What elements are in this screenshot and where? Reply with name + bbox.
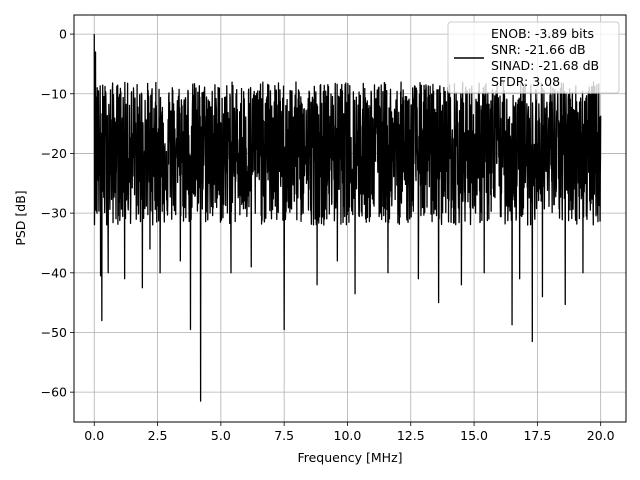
y-tick-label: −60 bbox=[41, 385, 67, 400]
legend: ENOB: -3.89 bits SNR: -21.66 dB SINAD: -… bbox=[447, 21, 620, 94]
y-tick-label: −10 bbox=[41, 86, 67, 101]
legend-snr: SNR: -21.66 dB bbox=[491, 42, 586, 57]
x-tick-label: 0.0 bbox=[84, 428, 104, 443]
y-ticks: 0 −10 −20 −30 −40 −50 −60 bbox=[41, 27, 74, 400]
legend-enob: ENOB: -3.89 bits bbox=[491, 26, 594, 41]
legend-sinad: SINAD: -21.68 dB bbox=[491, 58, 599, 73]
x-tick-label: 12.5 bbox=[397, 428, 425, 443]
x-axis-label: Frequency [MHz] bbox=[297, 450, 402, 465]
x-tick-label: 15.0 bbox=[460, 428, 488, 443]
x-tick-label: 17.5 bbox=[523, 428, 551, 443]
y-tick-label: −30 bbox=[41, 206, 67, 221]
y-tick-label: −20 bbox=[41, 146, 67, 161]
x-ticks: 0.0 2.5 5.0 7.5 10.0 12.5 15.0 17.5 20.0 bbox=[84, 422, 615, 443]
y-tick-label: −40 bbox=[41, 265, 67, 280]
legend-box bbox=[447, 21, 620, 94]
y-tick-label: 0 bbox=[59, 27, 67, 42]
x-tick-label: 10.0 bbox=[334, 428, 362, 443]
legend-sfdr: SFDR: 3.08 bbox=[491, 74, 560, 89]
series-group bbox=[93, 34, 602, 402]
psd-series-line bbox=[93, 34, 602, 402]
x-tick-label: 20.0 bbox=[587, 428, 615, 443]
x-tick-label: 2.5 bbox=[148, 428, 168, 443]
y-axis-label: PSD [dB] bbox=[13, 190, 28, 245]
x-tick-label: 7.5 bbox=[274, 428, 294, 443]
x-tick-label: 5.0 bbox=[211, 428, 231, 443]
axes-frame bbox=[73, 14, 627, 423]
y-tick-label: −50 bbox=[41, 325, 67, 340]
